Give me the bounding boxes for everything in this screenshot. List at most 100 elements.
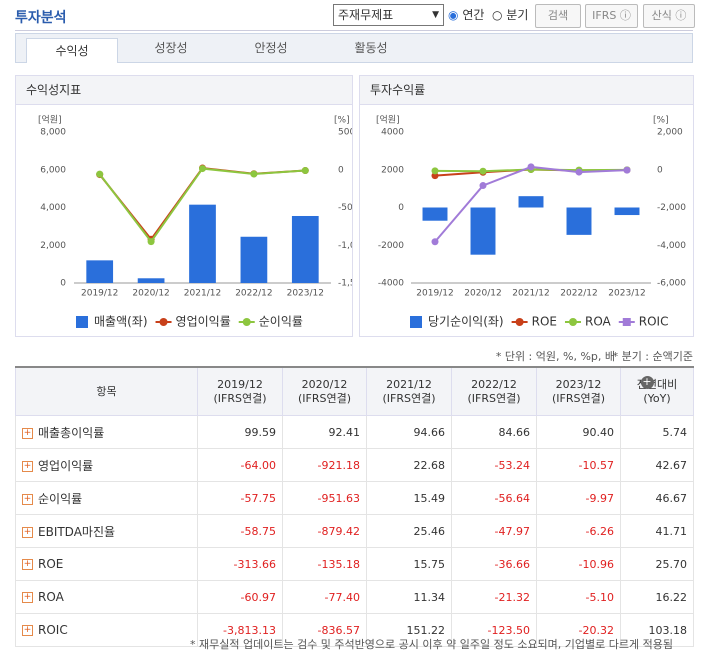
- radio-label: 분기: [506, 8, 529, 22]
- column-header: 2019/12 (IFRS연결): [197, 366, 283, 416]
- table-row: + ROE -313.66 -135.18 15.75 -36.66 -10.96 25.70: [15, 547, 694, 581]
- value-cell: -9.97: [536, 481, 621, 515]
- formula-button[interactable]: 산식 ⓘ: [643, 4, 695, 28]
- button-label: 산식: [651, 9, 672, 22]
- header-row: 항목 2019/12 (IFRS연결) 2020/12 (IFRS연결) 2021/12(…: [15, 366, 694, 416]
- bar: [137, 278, 165, 283]
- y-tick-label: 4000: [381, 128, 404, 138]
- value-cell: 5.74: [620, 415, 694, 449]
- search-button[interactable]: 검색: [535, 4, 581, 28]
- tab[interactable]: 성장성: [154, 41, 188, 55]
- legend-label: 영업이익률: [176, 315, 231, 329]
- expand-icon[interactable]: +: [22, 592, 33, 603]
- value-cell: 46.67: [620, 481, 694, 515]
- bar: [86, 260, 114, 283]
- ifrs-button[interactable]: IFRS ⓘ: [585, 4, 638, 28]
- header-basis: (IFRS연결): [297, 391, 352, 405]
- line-point: [301, 167, 309, 175]
- bar: [240, 236, 268, 283]
- tab[interactable]: 활동성: [354, 41, 388, 55]
- row-label: ROE: [38, 557, 64, 571]
- expand-icon[interactable]: +: [22, 427, 33, 439]
- expand-icon[interactable]: +: [22, 625, 33, 636]
- expand-icon[interactable]: +: [22, 460, 33, 472]
- x-tick-label: 2023/12: [608, 289, 645, 299]
- header-period: 2021/12: [386, 377, 432, 391]
- x-tick-label: 2021/12: [184, 289, 221, 299]
- bar: [614, 207, 640, 216]
- line-point: [623, 166, 631, 174]
- table-row: + ROA -60.97 -77.40 11.34 -21.32 -5.10 16.22: [15, 580, 694, 614]
- value-cell: -3,813.13: [197, 613, 283, 647]
- y2-tick-label: 2,000: [657, 128, 683, 138]
- row-label: 순이익률: [38, 491, 83, 506]
- y-tick-label: 4,000: [40, 203, 66, 213]
- y-tick-label: 8,000: [40, 128, 66, 138]
- value-cell: 90.40: [536, 415, 621, 449]
- footer-note: * 재무실적 업데이트는 검수 및 주석반영으로 공시 이후 약 일주일 정도 …: [190, 638, 673, 651]
- x-tick-label: 2019/12: [81, 289, 118, 299]
- expand-icon[interactable]: +: [640, 374, 654, 389]
- value-cell: -921.18: [282, 448, 367, 482]
- x-tick-label: 2019/12: [416, 289, 453, 299]
- value-cell: -57.75: [197, 481, 283, 515]
- row-label-cell: + ROIC: [15, 613, 198, 647]
- value-cell: -313.66: [197, 547, 283, 581]
- expand-icon[interactable]: +: [22, 559, 33, 570]
- legend-swatch: [242, 318, 251, 326]
- row-label-cell: + EBITDA마진율: [15, 514, 198, 548]
- y-tick-label: -2000: [378, 241, 404, 251]
- panel-title: 투자수익률: [360, 76, 693, 105]
- y-axis-unit: [억원]: [376, 114, 400, 126]
- row-label: ROIC: [38, 623, 68, 637]
- row-label-cell: + ROA: [15, 580, 198, 614]
- legend-label: 매출액(좌): [94, 315, 148, 329]
- line-point: [96, 170, 104, 178]
- panel-title: 수익성지표: [16, 76, 352, 105]
- value-cell: 15.49: [366, 481, 452, 515]
- legend-swatch: [410, 316, 422, 328]
- value-cell: -10.96: [536, 547, 621, 581]
- section-title: 투자분석: [15, 10, 67, 26]
- value-cell: -58.75: [197, 514, 283, 548]
- expand-icon[interactable]: +: [22, 493, 33, 505]
- table-row: + 영업이익률 -64.00 -921.18 22.68 -53.24 -10.57 42.6…: [15, 448, 694, 482]
- tab[interactable]: 수익성: [26, 38, 118, 63]
- y-tick-label: -4000: [378, 279, 404, 289]
- tab[interactable]: 안정성: [254, 41, 288, 55]
- statement-select[interactable]: 주재무제표 ▼: [333, 4, 444, 26]
- value-cell: -20.32: [536, 613, 621, 647]
- legend-label: ROIC: [639, 315, 669, 329]
- line-point: [199, 165, 206, 173]
- y2-tick-label: 500: [338, 128, 352, 138]
- row-label-cell: + 매출총이익률: [15, 415, 198, 449]
- value-cell: -879.42: [282, 514, 367, 548]
- chart-panel: 수익성지표 [억원] [%] 0 2,000 4,000 6,000 8,000 -1,500 -…: [15, 75, 367, 337]
- value-cell: 42.67: [620, 448, 694, 482]
- radio-quarter[interactable]: ○ 분기: [492, 8, 529, 22]
- note: * 분기 : 순액기준: [612, 350, 693, 363]
- tab-bar: 수익성 성장성 안정성 활동성: [15, 33, 693, 63]
- radio-annual[interactable]: ◉ 연간: [448, 8, 485, 22]
- row-label: 영업이익률: [38, 458, 94, 473]
- bar: [291, 215, 319, 283]
- x-tick-label: 2020/12: [132, 289, 169, 299]
- y2-axis-unit: [%]: [653, 116, 669, 126]
- bar: [566, 207, 592, 235]
- y2-tick-label: -500: [338, 203, 352, 213]
- x-tick-label: 2023/12: [287, 289, 324, 299]
- expand-icon[interactable]: +: [22, 526, 33, 538]
- value-cell: -951.63: [282, 481, 367, 515]
- value-cell: -53.24: [451, 448, 537, 482]
- row-label-cell: + ROE: [15, 547, 198, 581]
- y2-tick-label: -6,000: [657, 279, 686, 289]
- value-cell: 99.59: [197, 415, 283, 449]
- y2-tick-label: -1,500: [338, 279, 352, 289]
- header-basis: (IFRS연결): [467, 391, 521, 405]
- value-cell: 15.75: [366, 547, 452, 581]
- header-period: 2019/12: [217, 377, 263, 391]
- value-cell: 16.22: [620, 580, 694, 614]
- legend-label: ROE: [532, 315, 557, 329]
- value-cell: 11.34: [366, 580, 452, 614]
